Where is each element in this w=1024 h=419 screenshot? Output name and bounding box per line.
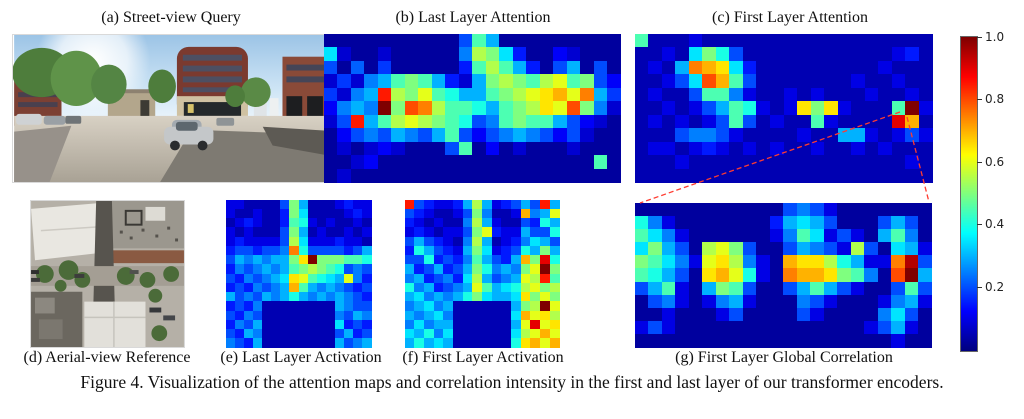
panel-f-label: (f) First Layer Activation	[402, 349, 564, 366]
panel-g-label: (g) First Layer Global Correlation	[675, 349, 893, 366]
tick-dash	[977, 223, 982, 225]
colorbar-tick-0.2: 0.2	[977, 280, 1004, 294]
tick-dash	[977, 161, 982, 163]
tick-label: 0.8	[985, 92, 1005, 106]
panel-d-label: (d) Aerial-view Reference	[23, 349, 191, 366]
colorbar-tick-0.6: 0.6	[977, 155, 1004, 169]
street-view-photo	[12, 34, 330, 183]
panel-a-title: (a) Street-view Query	[101, 9, 241, 26]
tick-label: 1.0	[985, 30, 1005, 44]
colorbar	[960, 36, 978, 352]
panel-c-title: (c) First Layer Attention	[712, 9, 868, 26]
first-layer-global-correlation-heatmap	[635, 203, 932, 348]
last-layer-attention-heatmap	[324, 34, 621, 183]
tick-dash	[977, 286, 982, 288]
figure-caption: Figure 4. Visualization of the attention…	[80, 372, 944, 392]
panel-b-title: (b) Last Layer Attention	[395, 9, 551, 26]
tick-label: 0.6	[985, 155, 1005, 169]
colorbar-tick-0.8: 0.8	[977, 92, 1004, 106]
aerial-view-photo-art	[31, 201, 184, 347]
street-view-photo-art	[13, 35, 328, 182]
tick-label: 0.2	[985, 280, 1005, 294]
tick-dash	[977, 98, 982, 100]
tick-label: 0.4	[985, 217, 1005, 231]
colorbar-tick-1.0: 1.0	[977, 30, 1004, 44]
tick-dash	[977, 36, 982, 38]
aerial-view-photo	[30, 200, 185, 348]
colorbar-tick-0.4: 0.4	[977, 217, 1004, 231]
last-layer-activation-heatmap	[226, 200, 372, 348]
first-layer-activation-heatmap	[405, 200, 560, 348]
panel-e-label: (e) Last Layer Activation	[220, 349, 382, 366]
first-layer-attention-heatmap	[635, 34, 933, 183]
